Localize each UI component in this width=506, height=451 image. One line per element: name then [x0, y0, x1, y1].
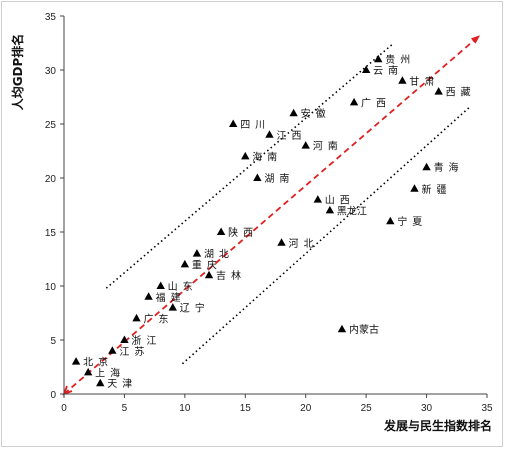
data-point-marker — [277, 238, 286, 246]
data-point-label: 广 西 — [361, 97, 386, 109]
data-point-marker — [180, 259, 190, 268]
data-point-marker — [349, 97, 359, 106]
data-point-label: 海 南 — [252, 150, 277, 163]
data-point-label: 四 川 — [240, 120, 265, 131]
data-point-marker — [410, 184, 419, 192]
data-point-marker — [83, 367, 93, 376]
band-line — [181, 107, 470, 365]
data-point-label: 贵 州 — [385, 53, 410, 66]
data-point-label: 重 庆 — [192, 258, 217, 271]
x-axis-title: 发展与民生指数排名 — [383, 418, 492, 433]
y-axis-title: 人均GDP排名 — [10, 34, 25, 111]
data-point-label: 上 海 — [95, 366, 120, 379]
x-tick-label: 0 — [61, 403, 67, 414]
y-tick-label: 30 — [45, 66, 57, 77]
data-point-marker — [325, 205, 335, 214]
data-point-label: 江 西 — [276, 130, 301, 142]
data-point-label: 河 南 — [313, 140, 338, 153]
data-point-marker — [71, 357, 81, 365]
y-tick-label: 10 — [45, 282, 57, 293]
data-point-marker — [120, 335, 129, 343]
y-tick-label: 20 — [45, 174, 57, 185]
data-point-marker — [289, 108, 298, 117]
data-point-marker — [216, 227, 226, 235]
data-point-marker — [265, 130, 274, 138]
data-point-label: 福 建 — [156, 291, 181, 304]
data-point-label: 广 东 — [144, 312, 169, 325]
data-point-label: 安 徽 — [301, 107, 326, 120]
x-tick-label: 30 — [421, 403, 433, 414]
data-point-label: 甘 肃 — [409, 75, 434, 88]
data-point-label: 北 京 — [83, 356, 108, 369]
data-point-label: 天 津 — [107, 378, 132, 390]
data-point-marker — [132, 313, 141, 322]
x-tick-label: 35 — [481, 403, 493, 414]
data-point-marker — [374, 54, 383, 63]
data-point-label: 黑龙江 — [337, 204, 367, 217]
data-point-marker — [229, 119, 238, 127]
y-tick-label: 15 — [45, 228, 57, 239]
data-point-marker — [434, 87, 443, 95]
band-line — [105, 42, 395, 289]
x-tick-label: 5 — [122, 403, 128, 414]
x-tick-label: 15 — [240, 403, 252, 414]
x-tick-label: 10 — [179, 403, 191, 414]
data-point-label: 辽 宁 — [180, 302, 205, 315]
data-point-label: 西 藏 — [446, 87, 471, 99]
data-point-marker — [422, 162, 431, 171]
data-point-marker — [192, 249, 202, 257]
point-labels: 北 京上 海天 津 江 苏浙 江 广 东 福 建山 东辽 宁 重 庆湖 北吉 林 陕 西 四… — [83, 53, 471, 390]
y-tick-label: 0 — [50, 390, 56, 401]
y-tick-label: 25 — [45, 120, 57, 131]
tick-labels: 0 5 10 15 20 25 30 35 0 5 10 15 20 25 30 35 — [45, 12, 493, 414]
data-points — [71, 54, 443, 387]
data-point-label: 江 苏 — [119, 345, 144, 358]
data-point-marker — [398, 76, 407, 84]
data-point-label: 河 北 — [289, 238, 314, 250]
data-point-marker — [313, 195, 322, 203]
data-point-label: 陕 西 — [228, 226, 253, 239]
data-point-marker — [386, 216, 395, 225]
data-point-label: 湖 北 — [204, 249, 229, 261]
data-point-marker — [241, 151, 250, 160]
data-point-label: 吉 林 — [216, 269, 241, 282]
data-point-marker — [204, 270, 214, 279]
data-point-marker — [96, 378, 105, 387]
data-point-label: 青 海 — [434, 161, 459, 174]
axes — [60, 15, 488, 398]
data-point-marker — [253, 173, 262, 181]
y-tick-label: 5 — [50, 336, 56, 347]
x-tick-label: 20 — [300, 403, 312, 414]
data-point-marker — [168, 303, 177, 311]
y-tick-label: 35 — [45, 12, 57, 23]
data-point-label: 湖 南 — [264, 172, 289, 185]
data-point-marker — [108, 346, 117, 354]
data-point-label: 云 南 — [373, 64, 398, 77]
trend-arrow — [63, 35, 481, 395]
data-point-marker — [361, 65, 371, 73]
data-point-label: 内蒙古 — [349, 323, 379, 336]
x-tick-label: 25 — [361, 403, 373, 414]
data-point-label: 宁 夏 — [397, 215, 422, 228]
data-point-marker — [156, 281, 165, 289]
data-point-label: 新 疆 — [421, 183, 446, 196]
data-point-marker — [301, 141, 310, 149]
data-point-marker — [337, 324, 347, 333]
data-point-label: 山 东 — [168, 280, 193, 293]
data-point-label: 山 西 — [325, 195, 350, 207]
data-point-label: 浙 江 — [131, 335, 156, 347]
data-point-marker — [144, 292, 153, 300]
